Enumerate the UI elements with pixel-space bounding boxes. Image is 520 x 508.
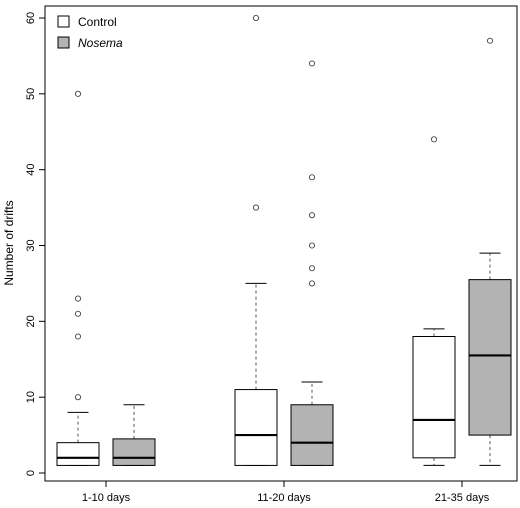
legend-entry-control: Control — [57, 15, 117, 29]
legend-label: Control — [78, 15, 117, 29]
y-tick-label: 50 — [25, 88, 37, 100]
y-tick-label: 30 — [25, 239, 37, 251]
iqr-box — [234, 389, 278, 466]
y-tick-label: 0 — [25, 470, 37, 476]
plot-frame-layer — [44, 5, 518, 482]
box-nosema-3 — [468, 37, 512, 466]
outlier-point — [308, 242, 316, 249]
x-tick-label: 1-10 days — [82, 492, 131, 504]
outlier-point — [308, 212, 316, 219]
outlier-point — [308, 265, 316, 272]
box-nosema-1 — [112, 404, 156, 466]
legend-swatch — [57, 36, 70, 49]
y-tick-label: 40 — [25, 164, 37, 176]
x-tick-label: 11-20 days — [257, 492, 311, 504]
outlier-point — [74, 394, 82, 401]
iqr-box — [468, 279, 512, 436]
outlier-point — [74, 90, 82, 97]
legend-label: Nosema — [78, 36, 123, 50]
axes-layer: 0 10 20 30 40 50 60 1-10 days 11-20 days 21-35 da… — [25, 12, 490, 504]
x-tick-label: 21-35 days — [435, 492, 490, 504]
iqr-box — [290, 404, 334, 466]
box-nosema-2 — [290, 60, 334, 466]
outlier-point — [74, 295, 82, 302]
legend-swatch — [57, 15, 70, 28]
outlier-point — [308, 280, 316, 287]
y-tick-label: 10 — [25, 391, 37, 403]
outlier-point — [308, 60, 316, 67]
box-control-3 — [412, 136, 456, 466]
box-control-2 — [234, 14, 278, 466]
plot-frame — [44, 5, 518, 482]
outlier-point — [74, 310, 82, 317]
legend: Control Nosema — [57, 15, 123, 50]
boxes-layer — [56, 14, 512, 466]
legend-entry-nosema: Nosema — [57, 36, 123, 50]
outlier-point — [308, 174, 316, 181]
outlier-point — [252, 14, 260, 22]
box-control-1 — [56, 90, 100, 466]
iqr-box — [112, 438, 156, 466]
iqr-box — [412, 336, 456, 459]
y-axis-title: Number of drifts — [2, 200, 16, 285]
outlier-point — [486, 37, 494, 44]
iqr-box — [56, 442, 100, 466]
outlier-point — [74, 333, 82, 340]
y-tick-label: 60 — [25, 12, 37, 24]
outlier-point — [430, 136, 438, 143]
outlier-point — [252, 204, 260, 211]
y-tick-label: 20 — [25, 315, 37, 327]
